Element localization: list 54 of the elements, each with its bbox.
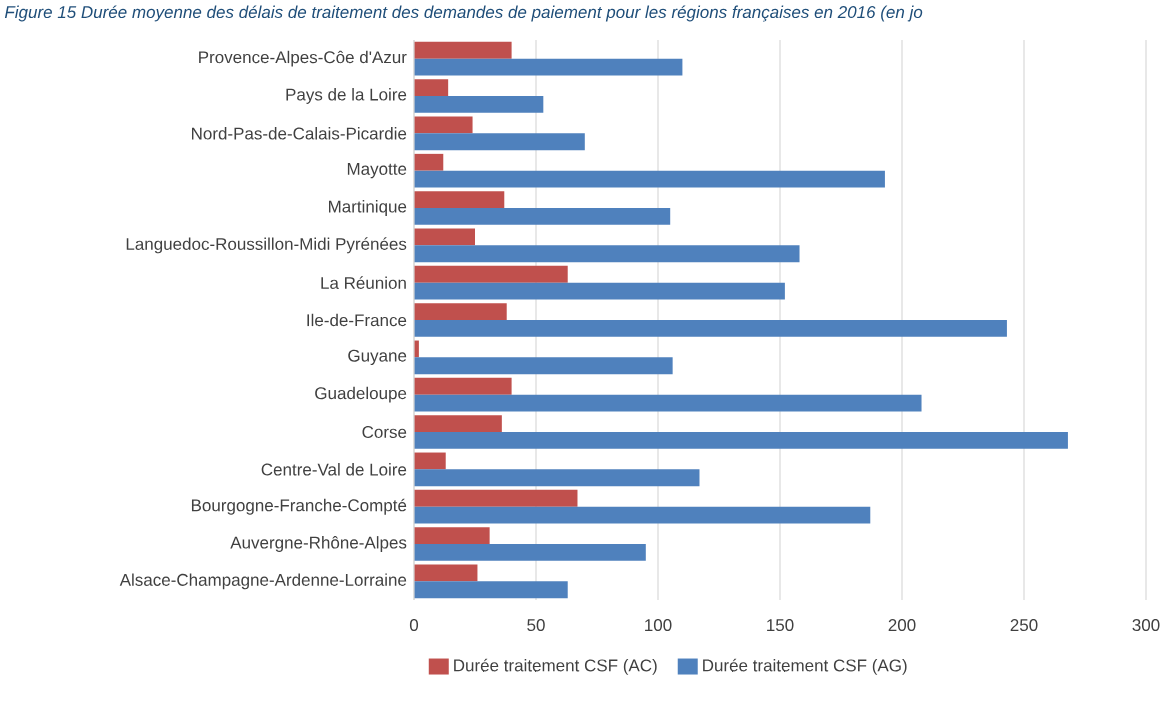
bar: [414, 282, 785, 300]
x-tick-label: 50: [527, 619, 545, 632]
x-tick-label: 150: [767, 619, 794, 632]
bar: [414, 527, 490, 544]
y-tick-label: Languedoc-Roussillon-Midi Pyrénées: [126, 237, 407, 254]
x-tick-label: 300: [1132, 619, 1160, 632]
x-tick-label: 250: [1010, 619, 1038, 632]
bar: [414, 228, 475, 246]
bar: [414, 116, 473, 134]
y-tick-label: Ile-de-France: [307, 313, 407, 327]
y-tick-label: Centre-Val de Loire: [261, 463, 407, 476]
bar: [414, 191, 505, 208]
bar: [414, 95, 544, 113]
y-tick-label: La Réunion: [321, 276, 406, 289]
bar: [414, 377, 512, 395]
bar: [414, 544, 646, 561]
bar: [414, 432, 1068, 449]
y-tick-label: Provence-Alpes-Côe d'Azur: [199, 50, 407, 67]
bar: [414, 153, 444, 171]
bar: [414, 320, 1007, 337]
y-tick-label: Bourgogne-Franche-Compté: [191, 498, 407, 515]
bar: [414, 581, 568, 599]
y-tick-label: Guadeloupe: [315, 386, 407, 403]
x-tick-label: 200: [888, 619, 916, 632]
y-tick-label: Martinique: [329, 200, 407, 216]
bar: [414, 41, 512, 59]
bar: [414, 133, 585, 151]
bar: [414, 564, 478, 582]
bar: [414, 357, 673, 375]
bar: [414, 208, 671, 225]
y-tick-label: Corse: [362, 425, 407, 439]
bar: [414, 394, 922, 412]
bar: [414, 265, 568, 283]
chart-title: Figure 15 Durée moyenne des délais de traitement des demandes de paiement pour les régions françaises en 2016 (en jo: [4, 5, 923, 22]
legend-label: Durée traitement CSF (AC): [454, 658, 657, 675]
bar: [414, 415, 502, 432]
x-tick-label: 0: [409, 619, 419, 632]
y-tick-label: Guyane: [348, 349, 407, 366]
bar: [414, 58, 683, 76]
bar: [414, 303, 507, 320]
y-tick-label: Alsace-Champagne-Ardenne-Lorraine: [119, 573, 407, 590]
y-tick-label: Pays de la Loire: [286, 88, 407, 104]
bar: [414, 469, 700, 487]
bar: [414, 506, 871, 524]
y-tick-label: Nord-Pas-de-Calais-Picardie: [192, 127, 407, 140]
bar: [414, 489, 578, 507]
y-tick-label: Mayotte: [347, 163, 407, 179]
legend-label: Durée traitement CSF (AG): [703, 658, 907, 675]
bar: [414, 170, 885, 188]
bar: [414, 452, 446, 470]
y-tick-label: Auvergne-Rhône-Alpes: [230, 536, 407, 552]
bar: [414, 245, 800, 263]
bar: [414, 79, 449, 96]
x-tick-label: 100: [645, 619, 672, 632]
